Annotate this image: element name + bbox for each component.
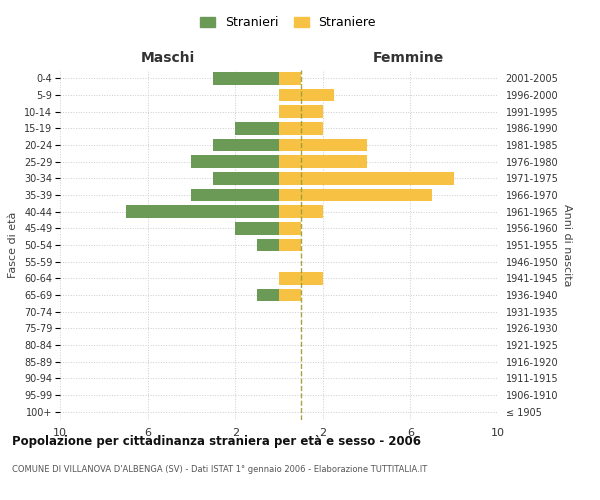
Bar	[279, 239, 301, 251]
Bar	[257, 239, 279, 251]
Bar	[214, 138, 279, 151]
Bar	[279, 172, 454, 184]
Bar	[279, 156, 367, 168]
Text: COMUNE DI VILLANOVA D'ALBENGA (SV) - Dati ISTAT 1° gennaio 2006 - Elaborazione T: COMUNE DI VILLANOVA D'ALBENGA (SV) - Dat…	[12, 465, 427, 474]
Text: Popolazione per cittadinanza straniera per età e sesso - 2006: Popolazione per cittadinanza straniera p…	[12, 435, 421, 448]
Bar	[279, 272, 323, 284]
Y-axis label: Fasce di età: Fasce di età	[8, 212, 19, 278]
Bar	[279, 188, 433, 201]
Bar	[279, 222, 301, 234]
Bar	[279, 206, 323, 218]
Bar	[279, 72, 301, 85]
Bar	[191, 188, 279, 201]
Text: Maschi: Maschi	[141, 51, 195, 65]
Bar	[279, 289, 301, 301]
Text: Femmine: Femmine	[373, 51, 443, 65]
Bar	[257, 289, 279, 301]
Bar	[279, 138, 367, 151]
Bar	[279, 89, 334, 101]
Bar	[235, 122, 279, 134]
Bar	[279, 106, 323, 118]
Bar	[235, 222, 279, 234]
Bar	[214, 172, 279, 184]
Bar	[125, 206, 279, 218]
Bar	[279, 122, 323, 134]
Bar	[191, 156, 279, 168]
Legend: Stranieri, Straniere: Stranieri, Straniere	[195, 11, 381, 34]
Y-axis label: Anni di nascita: Anni di nascita	[562, 204, 572, 286]
Bar	[214, 72, 279, 85]
